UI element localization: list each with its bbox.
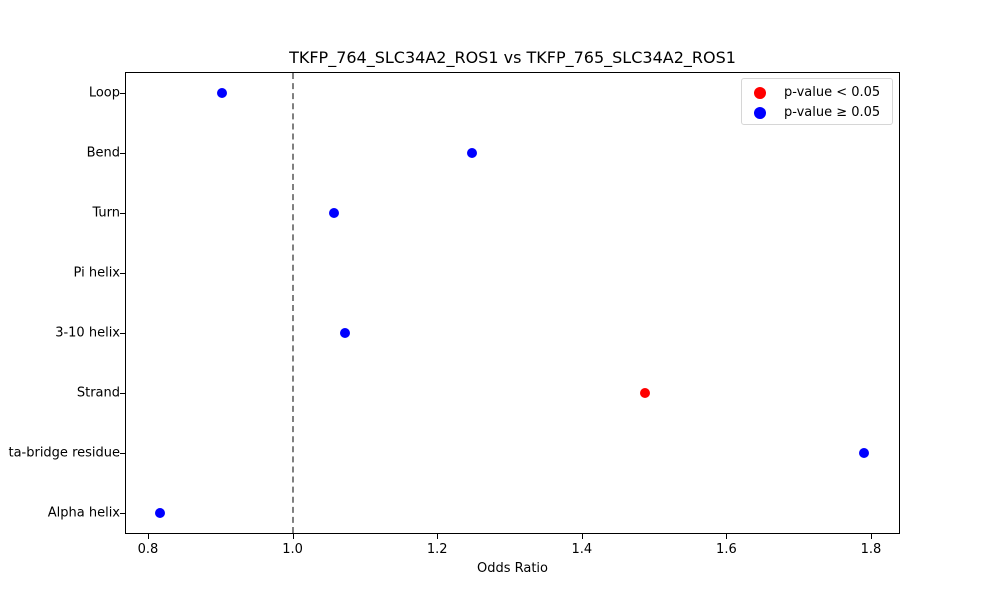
y-tick xyxy=(120,153,125,154)
plot-area xyxy=(125,72,900,534)
y-tick xyxy=(120,513,125,514)
y-tick-label: ta-bridge residue xyxy=(8,445,120,461)
legend-label: p-value ≥ 0.05 xyxy=(784,105,881,120)
y-tick-label: Loop xyxy=(88,85,120,101)
data-point xyxy=(339,328,350,338)
x-tick-label: 1.8 xyxy=(860,542,882,557)
legend-label: p-value < 0.05 xyxy=(784,85,881,100)
x-tick xyxy=(292,534,294,539)
x-tick-label: 1.4 xyxy=(571,542,593,557)
data-point xyxy=(155,508,166,518)
data-point xyxy=(216,88,227,98)
reference-line xyxy=(292,73,294,533)
x-tick xyxy=(437,534,439,539)
x-axis-label: Odds Ratio xyxy=(476,561,549,576)
y-tick-label: Bend xyxy=(86,145,120,161)
y-tick xyxy=(120,453,125,454)
legend-item-not-significant: p-value ≥ 0.05 xyxy=(754,105,880,120)
legend-item-significant: p-value < 0.05 xyxy=(754,85,880,100)
data-point xyxy=(858,448,869,458)
y-tick xyxy=(120,333,125,334)
legend: p-value < 0.05 p-value ≥ 0.05 xyxy=(741,78,893,125)
y-tick xyxy=(120,393,125,394)
x-tick xyxy=(726,534,728,539)
data-point xyxy=(328,208,339,218)
legend-red-dot-icon xyxy=(754,86,766,99)
x-tick-label: 0.8 xyxy=(137,542,159,557)
data-point xyxy=(640,388,651,398)
x-tick-label: 1.2 xyxy=(426,542,448,557)
y-tick-label: Turn xyxy=(92,205,120,221)
y-tick-label: Alpha helix xyxy=(47,505,120,521)
y-tick-label: 3-10 helix xyxy=(55,325,120,341)
data-point xyxy=(466,148,477,158)
y-tick-label: Pi helix xyxy=(73,265,120,281)
y-tick xyxy=(120,273,125,274)
x-tick xyxy=(871,534,872,539)
y-tick xyxy=(120,213,125,214)
legend-blue-dot-icon xyxy=(754,106,766,119)
chart-title: TKFP_764_SLC34A2_ROS1 vs TKFP_765_SLC34A… xyxy=(289,48,736,67)
x-tick xyxy=(581,534,583,539)
x-tick-label: 1.6 xyxy=(716,542,737,557)
x-tick-label: 1.0 xyxy=(282,542,303,557)
y-tick-label: Strand xyxy=(76,385,120,401)
x-tick xyxy=(148,534,149,539)
y-tick xyxy=(120,93,125,94)
